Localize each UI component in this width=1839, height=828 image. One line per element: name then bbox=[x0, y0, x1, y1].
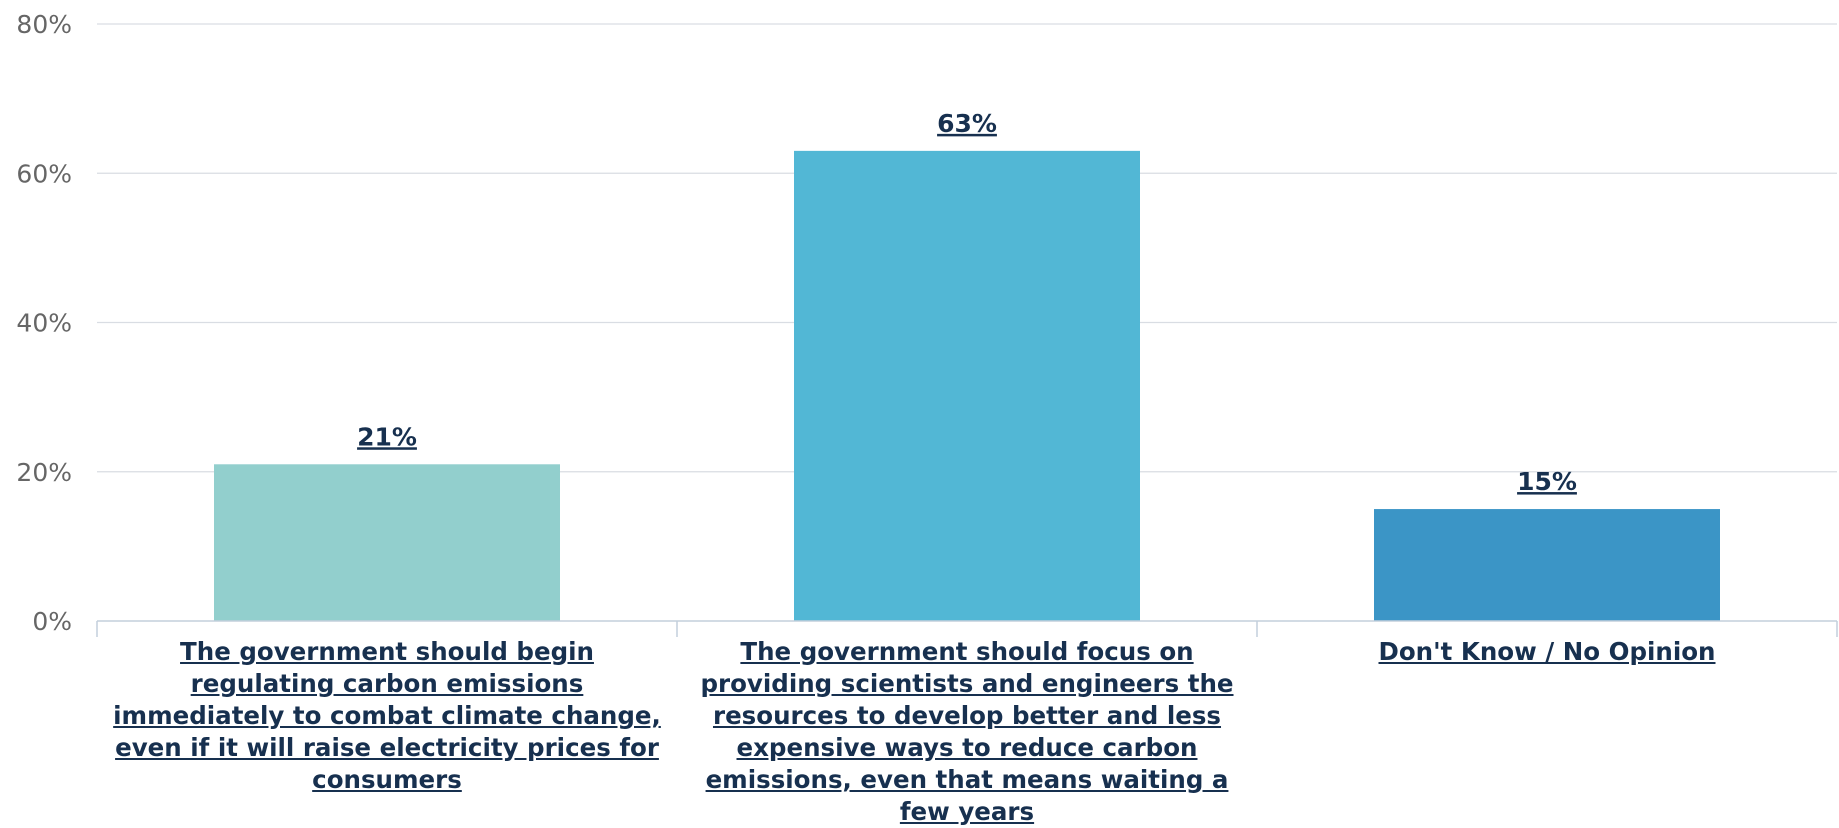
x-category-label: The government should focus on providing… bbox=[700, 637, 1234, 826]
bar[interactable] bbox=[1374, 509, 1720, 621]
x-category-label: Don't Know / No Opinion bbox=[1378, 637, 1716, 666]
bars bbox=[214, 150, 1720, 622]
bar-value-label: 63% bbox=[937, 109, 997, 138]
x-axis-category-dividers bbox=[96, 621, 1838, 637]
y-tick-label: 80% bbox=[16, 10, 72, 39]
bar[interactable] bbox=[794, 150, 1140, 622]
value-labels: 21% 63% 15% bbox=[357, 109, 1577, 496]
y-tick-label: 20% bbox=[16, 458, 72, 487]
y-tick-label: 0% bbox=[32, 607, 72, 636]
y-tick-label: 40% bbox=[16, 309, 72, 338]
y-axis-ticks: 0% 20% 40% 60% 80% bbox=[16, 10, 72, 636]
bar-value-label: 21% bbox=[357, 422, 417, 451]
bar[interactable] bbox=[214, 464, 560, 621]
bar-value-label: 15% bbox=[1517, 467, 1577, 496]
x-category-label: The government should begin regulating c… bbox=[113, 637, 661, 794]
y-tick-label: 60% bbox=[16, 159, 72, 188]
